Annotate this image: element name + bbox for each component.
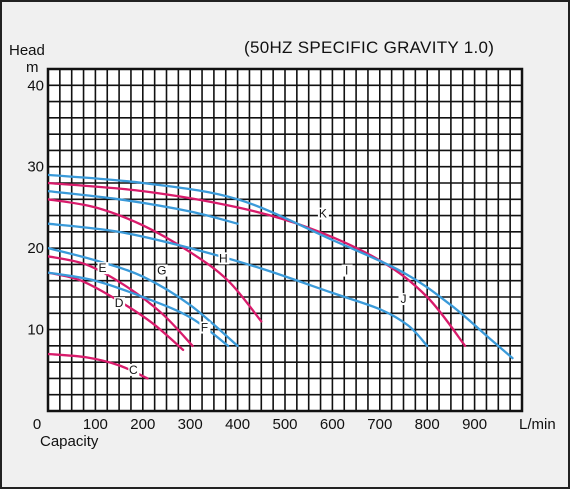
curve-label-h: H <box>219 251 228 265</box>
chart-title: (50HZ SPECIFIC GRAVITY 1.0) <box>244 38 494 57</box>
y-axis-unit: m <box>26 59 39 76</box>
x-tick-label: 0 <box>33 416 41 433</box>
curve-label-bg <box>199 321 211 334</box>
curve-label-f: F <box>201 321 208 335</box>
curve-label-d: D <box>115 296 124 310</box>
curve-label-bg <box>156 264 168 277</box>
y-tick-label: 30 <box>27 159 44 176</box>
y-axis-label: Head <box>9 42 45 59</box>
curve-i <box>48 222 429 348</box>
curve-label-c: C <box>129 363 138 377</box>
x-axis-unit: L/min <box>519 416 556 433</box>
x-tick-label: 800 <box>415 416 440 433</box>
curve-label-j: J <box>401 292 407 306</box>
x-tick-label: 600 <box>320 416 345 433</box>
x-tick-label: 100 <box>83 416 108 433</box>
x-tick-label: 300 <box>178 416 203 433</box>
x-tick-label: 200 <box>130 416 155 433</box>
chart-curve-labels: C D E F G H I J K <box>97 207 410 377</box>
curve-e <box>48 255 194 348</box>
curve-label-g: G <box>157 264 166 278</box>
curve-label-bg <box>218 252 230 265</box>
curve-g <box>48 246 239 348</box>
curve-k <box>48 173 514 360</box>
curve-h <box>48 198 263 323</box>
chart-grid <box>46 67 524 413</box>
x-tick-label: 900 <box>462 416 487 433</box>
curve-label-k: K <box>319 207 327 221</box>
curve-label-bg <box>341 264 353 277</box>
curve-label-bg <box>317 207 329 220</box>
x-tick-label: 500 <box>272 416 297 433</box>
x-tick-label: 400 <box>225 416 250 433</box>
y-tick-label: 20 <box>27 240 44 257</box>
curve-label-e: E <box>99 261 107 275</box>
x-axis-label: Capacity <box>40 433 99 450</box>
y-tick-label: 40 <box>27 77 44 94</box>
curve-label-bg <box>114 297 126 310</box>
y-tick-label: 10 <box>27 322 44 339</box>
curve-label-i: I <box>345 264 348 278</box>
chart-curves <box>48 173 514 380</box>
curve-label-bg <box>398 293 410 306</box>
curve-label-bg <box>128 363 140 376</box>
curve-label-bg <box>97 262 109 275</box>
curve-extra-blue <box>48 189 239 225</box>
x-tick-label: 700 <box>367 416 392 433</box>
chart-ticks: 0 100 200 300 400 500 600 700 800 900 10 20 30 40 <box>27 77 487 433</box>
